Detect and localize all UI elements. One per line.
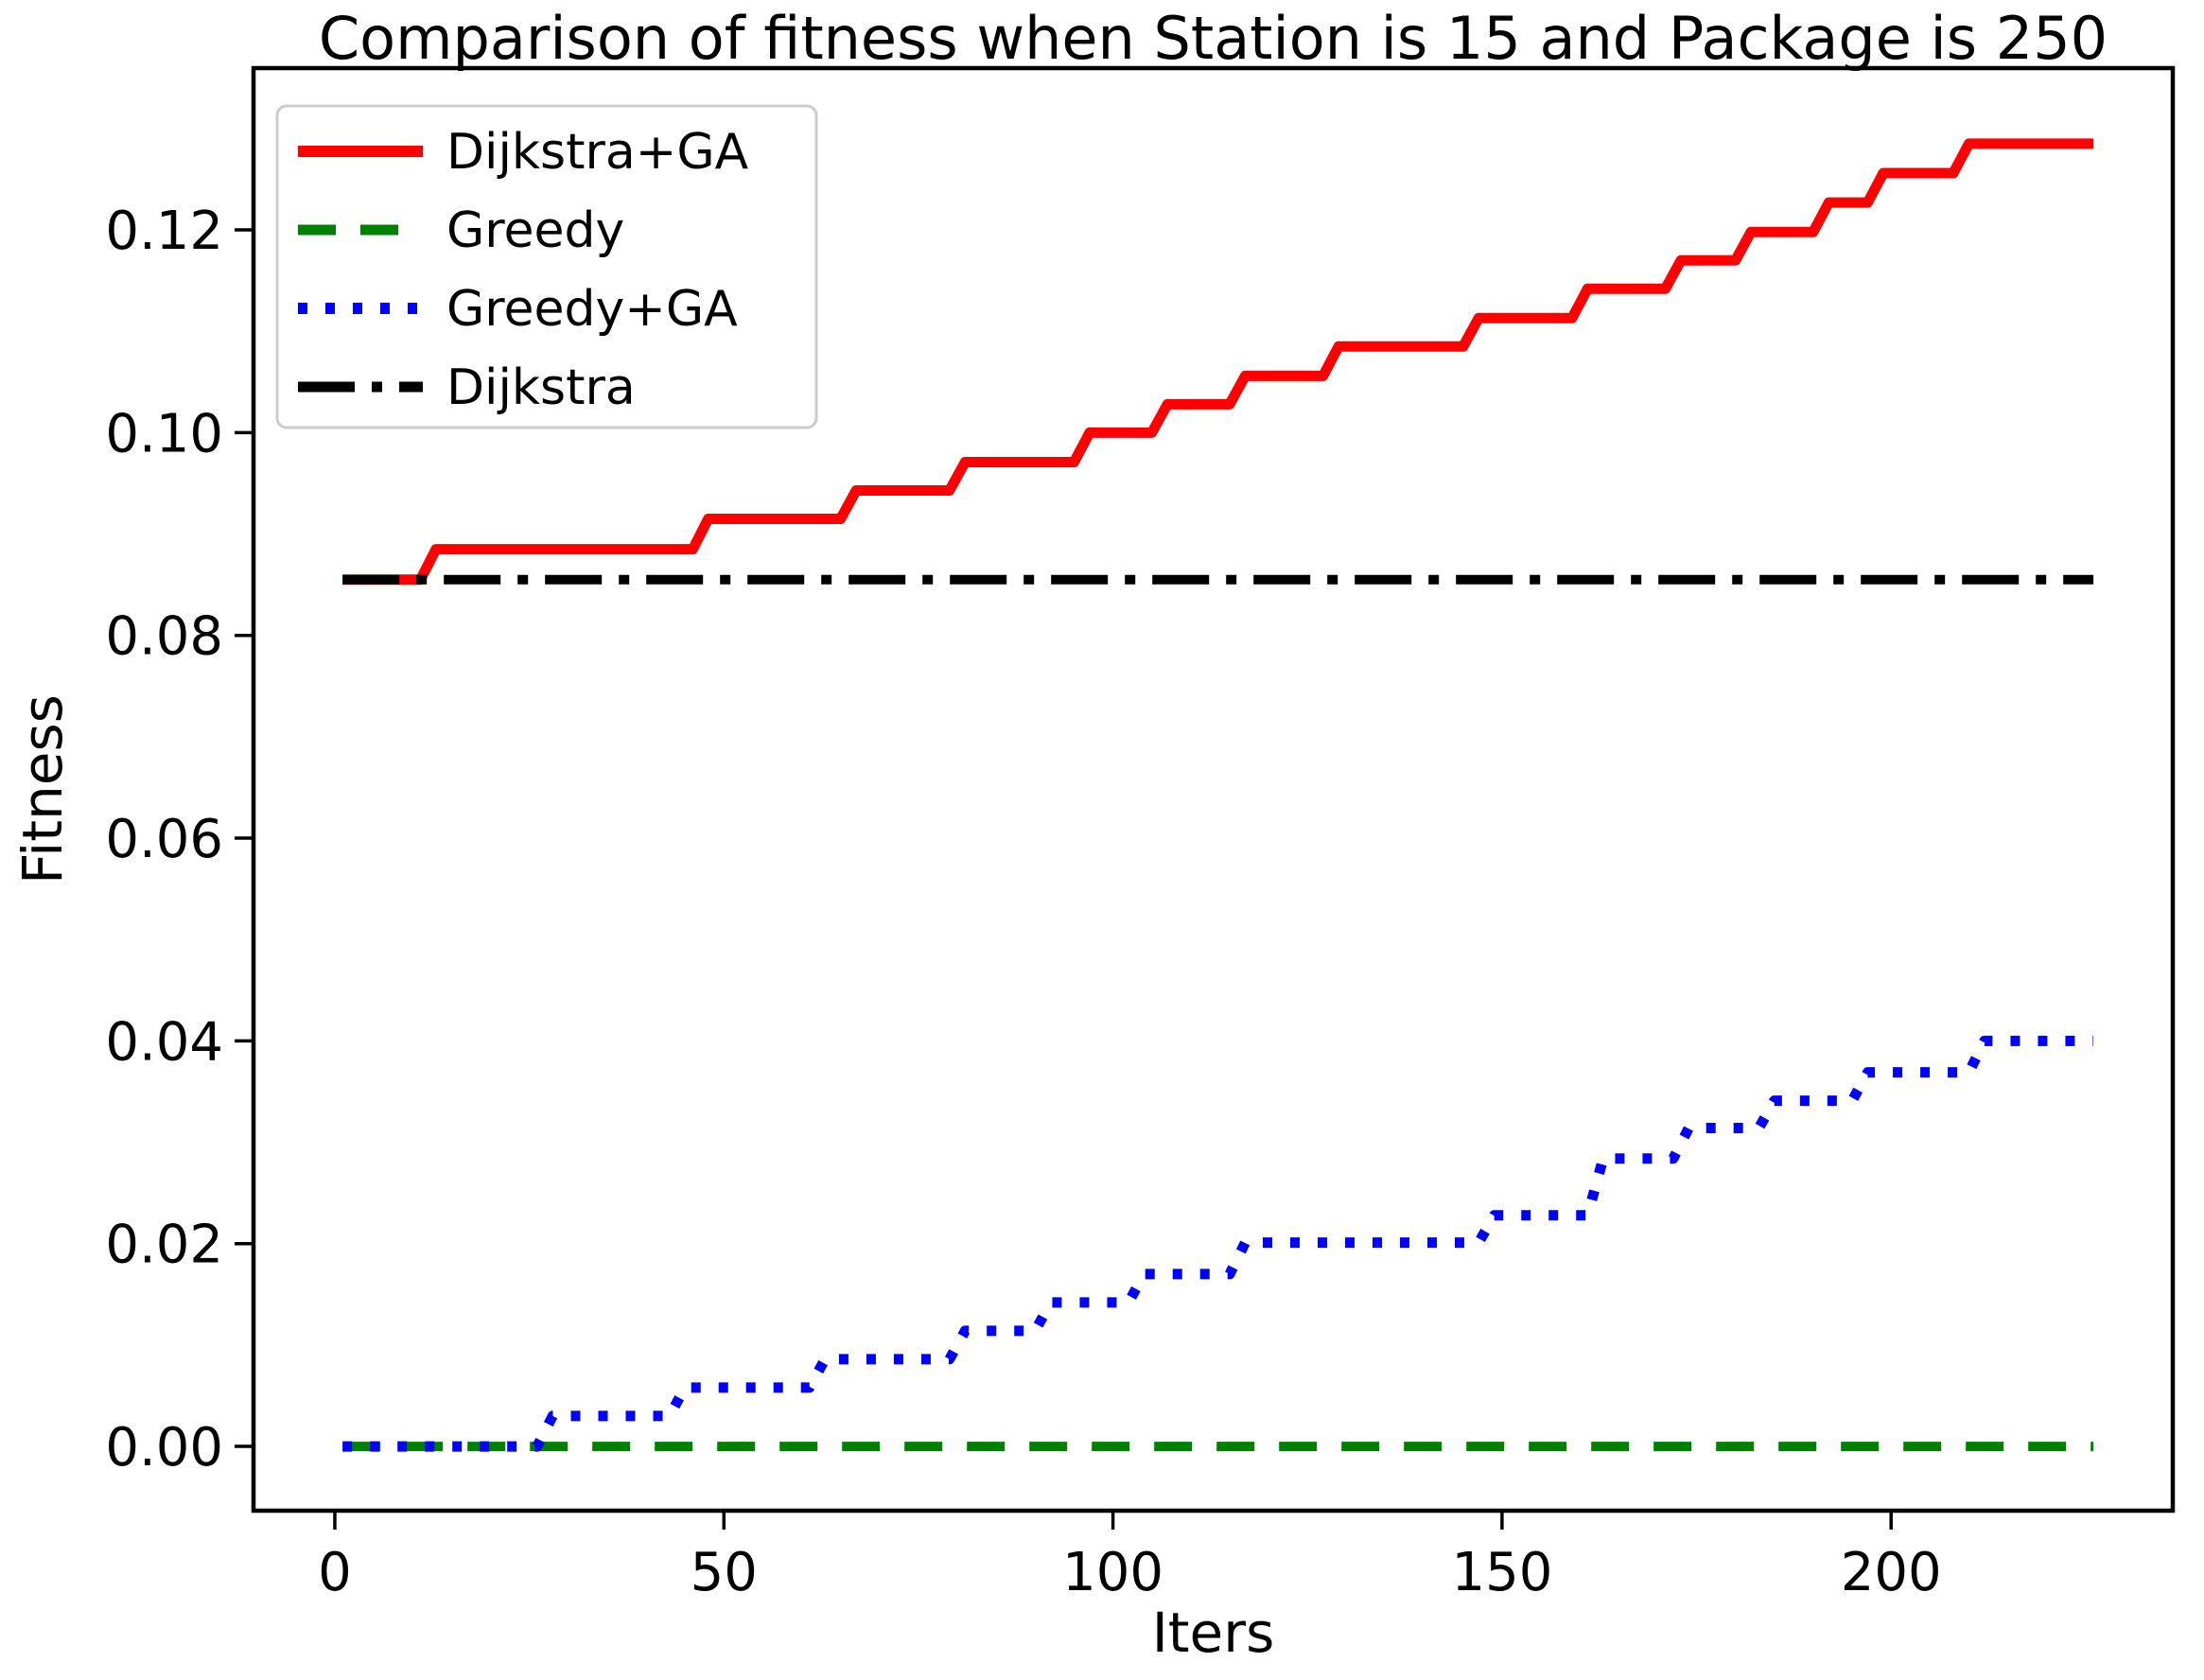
y-axis-tick-label: 0.12: [105, 201, 223, 262]
legend-box: [275, 104, 818, 429]
legend-label-dijkstra: Dijkstra: [446, 359, 636, 416]
legend-label-greedy-ga: Greedy+GA: [446, 281, 738, 338]
x-axis-tick-label: 0: [318, 1542, 352, 1603]
x-axis-tick-label: 50: [691, 1542, 758, 1603]
y-axis-tick-label: 0.08: [105, 606, 223, 668]
y-axis-tick-label: 0.00: [105, 1417, 223, 1479]
x-axis-label: Iters: [1151, 1601, 1275, 1665]
legend-item-dijkstra-ga: Dijkstra+GA: [298, 124, 749, 181]
x-axis-tick-label: 100: [1062, 1542, 1163, 1603]
chart-title: Comparison of fitness when Station is 15…: [318, 4, 2108, 73]
y-axis-tick-label: 0.06: [105, 809, 223, 870]
legend-item-greedy-ga: Greedy+GA: [298, 281, 738, 338]
series-line-greedy-ga: [342, 1035, 2094, 1452]
legend-label-dijkstra-ga: Dijkstra+GA: [446, 124, 749, 181]
legend-label-greedy: Greedy: [446, 202, 624, 259]
y-axis-label: Fitness: [10, 694, 75, 884]
x-axis-tick-label: 150: [1451, 1542, 1552, 1603]
legend-item-dijkstra: Dijkstra: [298, 359, 636, 416]
legend-item-greedy: Greedy: [298, 202, 624, 259]
series-line-dijkstra-ga: [342, 138, 2094, 586]
y-axis-tick-label: 0.02: [105, 1215, 223, 1276]
y-axis-tick-label: 0.10: [105, 403, 223, 464]
legend: Dijkstra+GA Greedy Greedy+GA Dijkstra: [275, 104, 818, 429]
y-axis-tick-label: 0.04: [105, 1011, 223, 1073]
x-axis-tick-label: 200: [1841, 1542, 1942, 1603]
plot-frame: [251, 65, 2176, 1514]
